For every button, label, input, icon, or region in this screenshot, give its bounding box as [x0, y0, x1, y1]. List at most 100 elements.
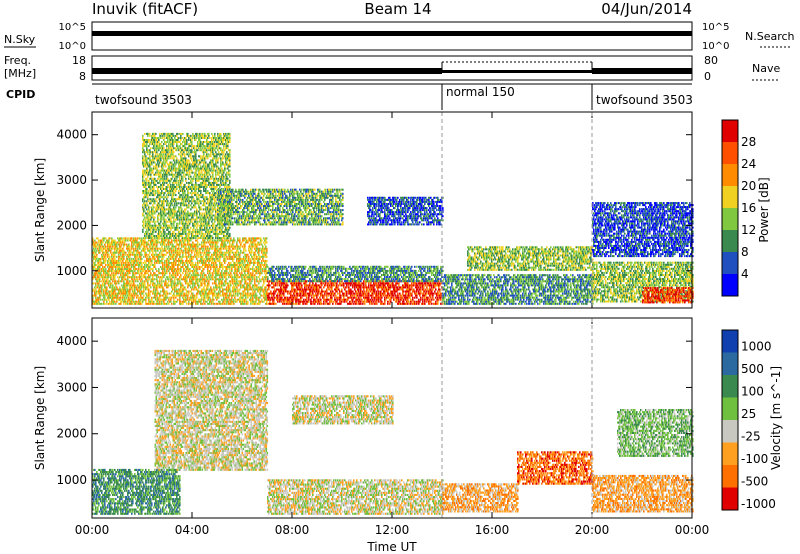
data-cell — [144, 268, 146, 270]
data-cell — [135, 237, 137, 239]
data-cell — [119, 244, 121, 246]
data-cell — [134, 262, 136, 264]
data-cell — [107, 278, 109, 280]
data-cell — [118, 272, 120, 274]
data-cell — [131, 258, 133, 260]
data-cell — [148, 264, 150, 266]
data-cell — [125, 237, 127, 239]
data-cell — [101, 244, 103, 246]
data-cell — [116, 246, 118, 248]
data-cell — [120, 252, 122, 254]
data-cell — [133, 264, 135, 266]
data-cell — [101, 240, 103, 242]
data-cell — [113, 272, 115, 274]
data-cell — [99, 278, 101, 280]
data-cell — [109, 293, 111, 295]
data-cell — [122, 240, 124, 242]
noise-right-tick-bottom: 10^0 — [702, 41, 729, 52]
data-cell — [133, 297, 135, 299]
data-cell — [131, 301, 133, 303]
data-cell — [97, 274, 99, 276]
data-cell — [98, 262, 100, 264]
data-cell — [93, 248, 95, 250]
data-cell — [136, 297, 138, 299]
data-cell — [100, 272, 102, 274]
data-cell — [138, 260, 140, 262]
data-cell — [145, 256, 147, 258]
data-cell — [117, 295, 119, 297]
data-cell — [114, 278, 116, 280]
data-cell — [145, 289, 147, 291]
data-cell — [109, 301, 111, 303]
frequency-panel: Freq. [MHz] 18 8 80 0 Nave — [4, 54, 780, 83]
data-cell — [105, 256, 107, 258]
noise-left-tick-top: 10^5 — [59, 22, 86, 33]
data-cell — [148, 297, 150, 299]
data-cell — [129, 293, 131, 295]
data-cell — [141, 303, 143, 305]
data-cell — [127, 278, 129, 280]
data-cell — [136, 293, 138, 295]
data-cell — [145, 248, 147, 250]
data-cell — [108, 272, 110, 274]
data-cell — [95, 244, 97, 246]
data-cell — [94, 262, 96, 264]
data-cell — [128, 244, 130, 246]
data-cell — [126, 244, 128, 246]
data-cell — [140, 246, 142, 248]
data-cell — [130, 250, 132, 252]
data-cell — [111, 256, 113, 258]
cpid-panel: CPID twofsound 3503 normal 150 twofsound… — [6, 84, 693, 110]
nave-label: Nave — [752, 62, 780, 75]
data-cell — [132, 286, 134, 288]
data-cell — [140, 270, 142, 272]
data-cell — [149, 266, 151, 268]
data-cell — [102, 282, 104, 284]
data-cell — [99, 293, 101, 295]
data-cell — [112, 248, 114, 250]
data-cell — [107, 266, 109, 268]
data-cell — [126, 293, 128, 295]
data-cell — [105, 270, 107, 272]
data-cell — [120, 240, 122, 242]
data-cell — [141, 264, 143, 266]
data-cell — [141, 266, 143, 268]
data-cell — [139, 264, 141, 266]
data-cell — [129, 272, 131, 274]
data-cell — [120, 248, 122, 250]
data-cell — [122, 242, 124, 244]
data-cell — [147, 272, 149, 274]
data-cell — [108, 299, 110, 301]
data-cell — [120, 299, 122, 301]
data-cell — [118, 280, 120, 282]
data-cell — [105, 254, 107, 256]
data-cell — [135, 284, 137, 286]
data-cell — [118, 254, 120, 256]
data-cell — [145, 262, 147, 264]
data-cell — [105, 246, 107, 248]
data-cell — [101, 264, 103, 266]
data-cell — [137, 278, 139, 280]
data-cell — [145, 301, 147, 303]
power-data-cells — [92, 133, 694, 305]
cpid-segment-2: normal 150 — [446, 85, 515, 99]
data-cell — [132, 270, 134, 272]
data-cell — [136, 260, 138, 262]
data-cell — [120, 254, 122, 256]
data-cell — [148, 291, 150, 293]
data-cell — [129, 264, 131, 266]
data-cell — [108, 276, 110, 278]
data-cell — [119, 256, 121, 258]
data-cell — [99, 266, 101, 268]
data-cell — [142, 293, 144, 295]
data-cell — [113, 293, 115, 295]
data-cell — [122, 260, 124, 262]
data-cell — [144, 266, 146, 268]
data-cell — [116, 256, 118, 258]
data-cell — [105, 248, 107, 250]
data-cell — [152, 280, 154, 282]
data-cell — [114, 291, 116, 293]
data-cell — [120, 295, 122, 297]
data-cell — [147, 242, 149, 244]
data-cell — [111, 237, 113, 239]
